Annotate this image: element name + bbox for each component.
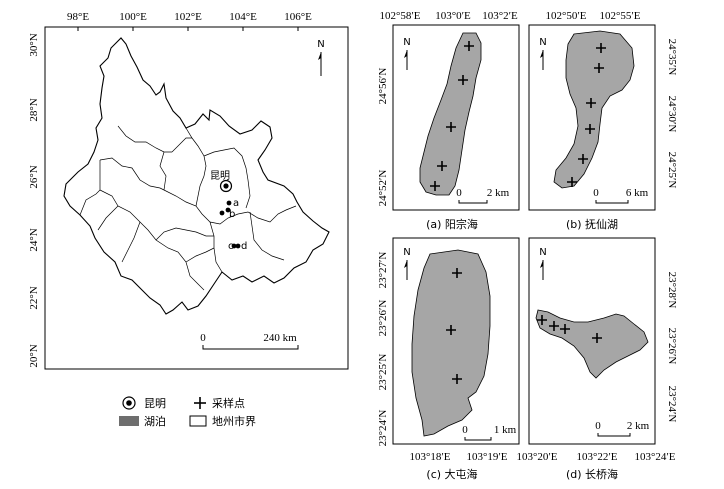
caption-a: (a) 阳宗海 <box>426 217 478 231</box>
lake-changqiaohai <box>535 309 649 379</box>
svg-text:24°52′N: 24°52′N <box>377 170 389 207</box>
samples-c <box>446 268 462 384</box>
svg-text:N: N <box>539 247 546 258</box>
legend-lake-swatch <box>119 416 139 426</box>
legend-boundary-swatch <box>189 415 207 427</box>
caption-b: (b) 抚仙湖 <box>566 217 618 231</box>
legend-capital-label: 昆明 <box>144 397 166 410</box>
lake-datunhai <box>411 249 491 437</box>
scale-bar-d: 0 2 km <box>595 420 650 437</box>
svg-text:23°28′N: 23°28′N <box>666 272 678 309</box>
svg-text:N: N <box>539 37 546 48</box>
province-outline <box>63 37 330 315</box>
samples-d <box>537 315 602 343</box>
svg-text:103°0′E: 103°0′E <box>435 10 471 22</box>
main-scale-bar: 0 240 km <box>200 332 299 350</box>
panel-b: 102°50′E 102°55′E 24°35′N 24°30′N 24°25′… <box>528 10 678 231</box>
svg-text:0: 0 <box>462 424 468 436</box>
lat-tick-30: 30°N <box>28 33 40 56</box>
legend: 昆明 采样点 湖泊 地州市界 <box>119 396 256 428</box>
scale-bar-b: 0 6 km <box>593 187 649 204</box>
samples-a <box>430 41 474 191</box>
legend-boundary-label: 地州市界 <box>212 414 256 428</box>
site-b <box>219 210 225 216</box>
svg-text:103°20′E: 103°20′E <box>516 451 557 463</box>
scale-bar-a: 0 2 km <box>456 187 510 204</box>
svg-text:0: 0 <box>456 187 462 199</box>
svg-text:240 km: 240 km <box>263 332 297 344</box>
lat-tick-28: 28°N <box>28 98 40 121</box>
svg-text:2 km: 2 km <box>487 187 510 199</box>
panel-c: 103°18′E 103°19′E 23°27′N 23°26′N 23°25′… <box>377 237 520 481</box>
site-label-a: a <box>233 198 239 209</box>
north-arrow-d-icon: N <box>539 247 547 280</box>
lat-tick-20: 20°N <box>28 344 40 367</box>
main-map-frame <box>44 26 349 370</box>
svg-text:23°26′N: 23°26′N <box>666 328 678 365</box>
lon-tick-102: 102°E <box>174 11 202 23</box>
svg-text:24°35′N: 24°35′N <box>666 39 678 76</box>
svg-text:23°27′N: 23°27′N <box>377 252 389 289</box>
legend-sample-label: 采样点 <box>212 396 245 410</box>
svg-text:24°25′N: 24°25′N <box>666 152 678 189</box>
svg-text:0: 0 <box>200 332 206 344</box>
lon-tick-104: 104°E <box>229 11 257 23</box>
lat-tick-26: 26°N <box>28 165 40 188</box>
svg-text:2 km: 2 km <box>627 420 650 432</box>
site-d <box>235 243 241 249</box>
lake-yangzonghai <box>419 32 482 196</box>
caption-d: (d) 长桥海 <box>566 467 618 481</box>
svg-text:103°24′E: 103°24′E <box>634 451 675 463</box>
svg-text:23°26′N: 23°26′N <box>377 300 389 337</box>
svg-text:6 km: 6 km <box>626 187 649 199</box>
site-a <box>226 200 232 206</box>
svg-text:23°25′N: 23°25′N <box>377 354 389 391</box>
svg-text:0: 0 <box>595 420 601 432</box>
svg-text:102°50′E: 102°50′E <box>545 10 586 22</box>
svg-text:103°18′E: 103°18′E <box>409 451 450 463</box>
caption-c: (c) 大屯海 <box>426 467 477 481</box>
north-arrow-a-icon: N <box>403 37 411 70</box>
svg-text:103°19′E: 103°19′E <box>466 451 507 463</box>
lon-tick-100: 100°E <box>119 11 147 23</box>
svg-text:23°24′N: 23°24′N <box>377 410 389 447</box>
svg-text:24°30′N: 24°30′N <box>666 96 678 133</box>
panel-a: 102°58′E 103°0′E 103°2′E 24°56′N 24°52′N… <box>377 10 520 231</box>
north-arrow-c-icon: N <box>403 247 411 280</box>
prefecture-boundary <box>79 125 297 291</box>
kunming-label: 昆明 <box>210 170 230 182</box>
samples-b <box>567 43 606 187</box>
lake-fuxianhu <box>553 30 635 189</box>
panel-d: 103°20′E 103°22′E 103°24′E 23°28′N 23°26… <box>516 237 678 481</box>
lon-tick-106: 106°E <box>284 11 312 23</box>
site-a2 <box>225 207 231 213</box>
svg-text:103°2′E: 103°2′E <box>482 10 518 22</box>
legend-sample-icon <box>194 397 206 409</box>
svg-text:102°55′E: 102°55′E <box>599 10 640 22</box>
svg-text:1 km: 1 km <box>494 424 517 436</box>
lat-tick-24: 24°N <box>28 228 40 251</box>
svg-text:24°56′N: 24°56′N <box>377 68 389 105</box>
lat-tick-22: 22°N <box>28 286 40 309</box>
north-arrow-b-icon: N <box>539 37 547 70</box>
svg-text:N: N <box>403 37 410 48</box>
site-label-c: c <box>228 241 234 252</box>
kunming-dot <box>223 183 229 189</box>
svg-text:N: N <box>317 39 324 50</box>
site-c <box>231 243 237 249</box>
svg-text:23°24′N: 23°24′N <box>666 386 678 423</box>
svg-text:0: 0 <box>593 187 599 199</box>
site-label-d: d <box>241 241 247 252</box>
scale-bar-c: 0 1 km <box>462 424 517 441</box>
lon-tick-98: 98°E <box>67 11 89 23</box>
site-label-b: b <box>229 209 235 220</box>
main-map: 98°E 100°E 102°E 104°E 106°E 30°N 28°N 2… <box>28 11 349 370</box>
svg-text:102°58′E: 102°58′E <box>379 10 420 22</box>
north-arrow-icon: N <box>317 39 325 76</box>
legend-lake-label: 湖泊 <box>144 415 166 428</box>
svg-text:N: N <box>403 247 410 258</box>
svg-text:103°22′E: 103°22′E <box>576 451 617 463</box>
